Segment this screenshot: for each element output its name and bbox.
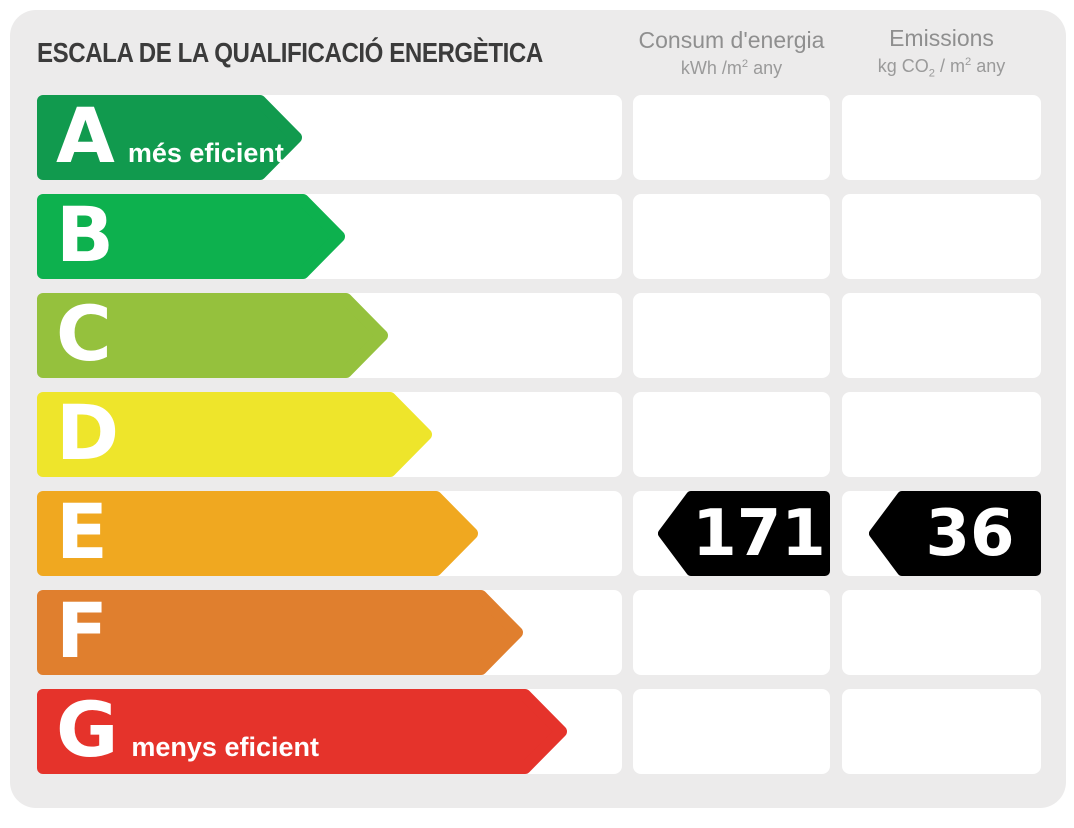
unit-superscript: 2	[964, 55, 972, 68]
grade-letter: F	[56, 586, 108, 675]
grade-bar-text: E	[56, 491, 108, 576]
grade-label: més eficient	[127, 138, 284, 168]
badge-arrow-shape	[869, 491, 1041, 576]
emissions-cell	[842, 293, 1041, 378]
grade-letter: A	[56, 91, 115, 180]
consumption-column-header: Consum d'energia kWh /m2 any	[633, 26, 830, 79]
unit-text: kg CO	[877, 55, 929, 76]
grade-bar: D	[37, 392, 432, 477]
consumption-header-unit: kWh /m2 any	[633, 57, 830, 80]
grade-arrow-shape	[37, 491, 478, 576]
emissions-header-title: Emissions	[889, 24, 994, 51]
grade-letter: E	[56, 487, 108, 576]
scale-row: D	[37, 392, 1041, 477]
grade-bar-text: D	[56, 392, 119, 477]
emissions-cell	[842, 590, 1041, 675]
badge-value: 171	[692, 496, 826, 571]
grade-letter: D	[56, 388, 120, 477]
consumption-cell	[633, 293, 830, 378]
unit-text: any	[971, 55, 1006, 76]
grade-arrow-shape	[37, 95, 302, 180]
scale-row: C	[37, 293, 1041, 378]
consumption-cell	[633, 590, 830, 675]
grade-bar-cell: D	[37, 392, 622, 477]
grade-bar-text: C	[56, 293, 112, 378]
consumption-cell: 171	[633, 491, 830, 576]
grade-bar-text: F	[56, 590, 108, 675]
grade-bar-cell: C	[37, 293, 622, 378]
title-column: ESCALA DE LA QUALIFICACIÓ ENERGÈTICA	[37, 37, 622, 69]
scale-row: F	[37, 590, 1041, 675]
grade-bar-text: B	[56, 194, 114, 279]
emissions-cell	[842, 689, 1041, 774]
consumption-cell	[633, 95, 830, 180]
grade-label: menys eficient	[131, 732, 319, 762]
grade-bar-cell: E	[37, 491, 622, 576]
grade-arrow-shape	[37, 392, 432, 477]
emissions-cell	[842, 392, 1041, 477]
badge-value: 36	[925, 496, 1015, 571]
grade-arrow-shape	[37, 590, 523, 675]
consumption-value-badge: 171	[658, 491, 830, 576]
grade-letter: C	[56, 289, 112, 378]
grade-arrow-shape	[37, 293, 388, 378]
unit-text: kWh /m	[680, 57, 742, 78]
grade-bar: C	[37, 293, 388, 378]
grade-letter: B	[56, 190, 114, 279]
unit-superscript: 2	[741, 57, 749, 70]
scale-row: E 171 36	[37, 491, 1041, 576]
emissions-header-unit: kg CO2 / m2 any	[842, 55, 1041, 82]
energy-scale-panel: ESCALA DE LA QUALIFICACIÓ ENERGÈTICA Con…	[10, 10, 1066, 808]
emissions-value-badge: 36	[869, 491, 1041, 576]
grade-bar-cell: F	[37, 590, 622, 675]
unit-text: any	[748, 57, 783, 78]
consumption-cell	[633, 689, 830, 774]
consumption-cell	[633, 194, 830, 279]
grade-arrow-shape	[37, 194, 345, 279]
badge-arrow-shape	[658, 491, 830, 576]
unit-text: / m	[934, 55, 965, 76]
grade-bar: B	[37, 194, 345, 279]
header-row: ESCALA DE LA QUALIFICACIÓ ENERGÈTICA Con…	[37, 10, 1041, 95]
emissions-cell	[842, 194, 1041, 279]
emissions-cell	[842, 95, 1041, 180]
grade-arrow-shape	[37, 689, 567, 774]
grade-bar-cell: B	[37, 194, 622, 279]
grade-letter: G	[56, 685, 119, 774]
consumption-header-title: Consum d'energia	[638, 26, 825, 53]
emissions-cell: 36	[842, 491, 1041, 576]
scale-row: B	[37, 194, 1041, 279]
grade-bar: E	[37, 491, 478, 576]
page-title: ESCALA DE LA QUALIFICACIÓ ENERGÈTICA	[37, 36, 543, 68]
unit-subscript: 2	[928, 67, 935, 80]
emissions-column-header: Emissions kg CO2 / m2 any	[842, 24, 1041, 81]
consumption-cell	[633, 392, 830, 477]
grade-bar: F	[37, 590, 523, 675]
